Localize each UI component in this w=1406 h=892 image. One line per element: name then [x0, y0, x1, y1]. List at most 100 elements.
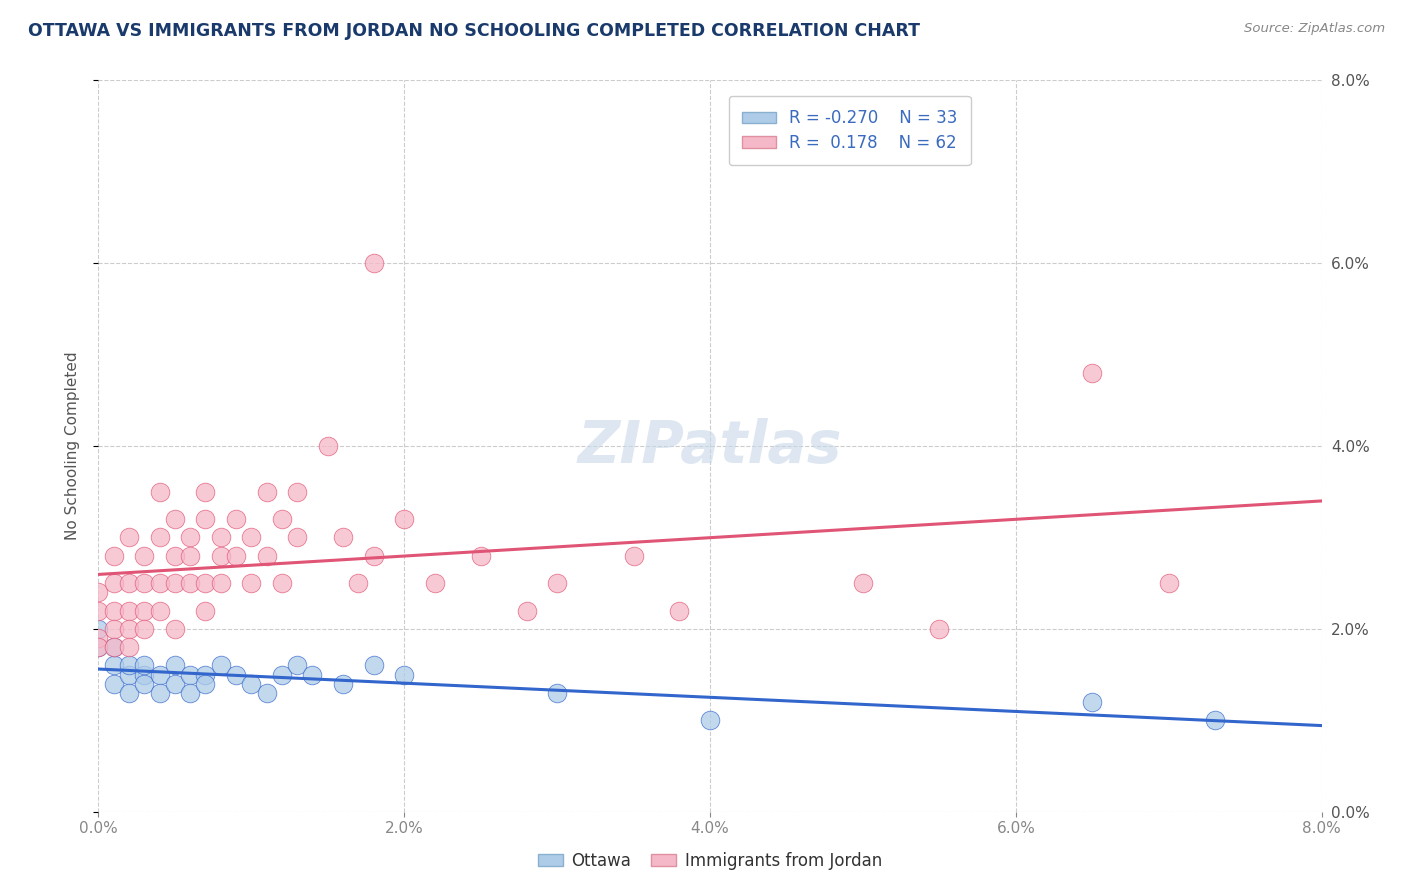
Point: [118, 603, 141, 617]
Point: [285, 530, 308, 544]
Point: [163, 576, 186, 591]
Point: [163, 549, 186, 563]
Point: [194, 603, 217, 617]
Point: [103, 603, 125, 617]
Point: [163, 676, 186, 690]
Point: [270, 512, 294, 526]
Point: [546, 686, 568, 700]
Point: [546, 576, 568, 591]
Point: [134, 603, 156, 617]
Point: [332, 676, 354, 690]
Point: [699, 714, 721, 728]
Point: [179, 686, 201, 700]
Point: [852, 576, 875, 591]
Point: [516, 603, 538, 617]
Point: [347, 576, 370, 591]
Point: [928, 622, 950, 636]
Point: [209, 549, 232, 563]
Point: [194, 676, 217, 690]
Point: [163, 622, 186, 636]
Legend: Ottawa, Immigrants from Jordan: Ottawa, Immigrants from Jordan: [531, 846, 889, 877]
Point: [134, 549, 156, 563]
Point: [623, 549, 645, 563]
Text: OTTAWA VS IMMIGRANTS FROM JORDAN NO SCHOOLING COMPLETED CORRELATION CHART: OTTAWA VS IMMIGRANTS FROM JORDAN NO SCHO…: [28, 22, 920, 40]
Point: [134, 576, 156, 591]
Point: [194, 576, 217, 591]
Point: [423, 576, 446, 591]
Point: [103, 658, 125, 673]
Point: [1081, 366, 1104, 380]
Point: [285, 484, 308, 499]
Text: Source: ZipAtlas.com: Source: ZipAtlas.com: [1244, 22, 1385, 36]
Point: [149, 576, 172, 591]
Point: [118, 686, 141, 700]
Point: [87, 640, 110, 655]
Point: [179, 576, 201, 591]
Point: [209, 530, 232, 544]
Point: [470, 549, 492, 563]
Point: [103, 640, 125, 655]
Point: [256, 686, 278, 700]
Point: [87, 622, 110, 636]
Point: [103, 576, 125, 591]
Point: [194, 484, 217, 499]
Point: [225, 549, 247, 563]
Point: [103, 622, 125, 636]
Point: [332, 530, 354, 544]
Point: [103, 640, 125, 655]
Point: [87, 640, 110, 655]
Point: [103, 549, 125, 563]
Point: [87, 631, 110, 645]
Point: [149, 667, 172, 681]
Point: [1157, 576, 1180, 591]
Point: [118, 622, 141, 636]
Point: [316, 439, 339, 453]
Point: [225, 512, 247, 526]
Point: [363, 256, 385, 270]
Point: [285, 658, 308, 673]
Point: [301, 667, 323, 681]
Point: [118, 667, 141, 681]
Point: [194, 667, 217, 681]
Point: [118, 658, 141, 673]
Point: [209, 658, 232, 673]
Point: [134, 667, 156, 681]
Point: [179, 667, 201, 681]
Point: [256, 484, 278, 499]
Point: [134, 622, 156, 636]
Point: [179, 549, 201, 563]
Point: [87, 585, 110, 599]
Y-axis label: No Schooling Completed: No Schooling Completed: [65, 351, 80, 541]
Point: [240, 576, 263, 591]
Point: [240, 530, 263, 544]
Point: [225, 667, 247, 681]
Point: [134, 658, 156, 673]
Point: [163, 658, 186, 673]
Point: [1081, 695, 1104, 709]
Point: [134, 676, 156, 690]
Point: [363, 549, 385, 563]
Point: [240, 676, 263, 690]
Point: [118, 530, 141, 544]
Point: [668, 603, 690, 617]
Point: [149, 603, 172, 617]
Point: [363, 658, 385, 673]
Point: [118, 640, 141, 655]
Point: [194, 512, 217, 526]
Point: [270, 576, 294, 591]
Point: [270, 667, 294, 681]
Point: [103, 676, 125, 690]
Point: [256, 549, 278, 563]
Point: [149, 686, 172, 700]
Point: [118, 576, 141, 591]
Point: [87, 603, 110, 617]
Point: [209, 576, 232, 591]
Point: [392, 667, 416, 681]
Point: [149, 484, 172, 499]
Point: [1204, 714, 1226, 728]
Point: [163, 512, 186, 526]
Point: [179, 530, 201, 544]
Point: [149, 530, 172, 544]
Point: [392, 512, 416, 526]
Text: ZIPatlas: ZIPatlas: [578, 417, 842, 475]
